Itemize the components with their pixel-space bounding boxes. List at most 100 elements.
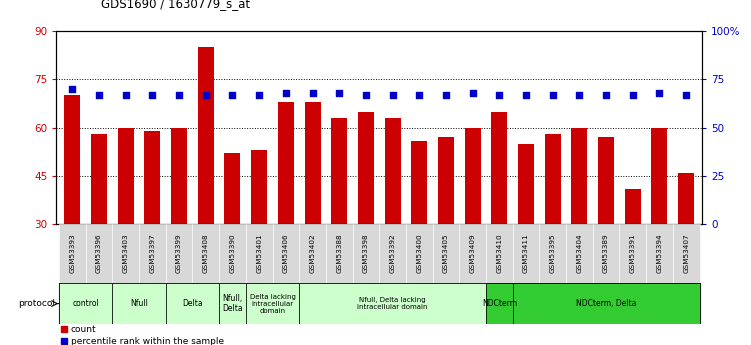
- Text: GSM53388: GSM53388: [336, 234, 342, 273]
- Point: [466, 90, 478, 96]
- Bar: [251, 150, 267, 224]
- Bar: [385, 118, 400, 224]
- Text: GSM53392: GSM53392: [390, 234, 396, 273]
- Text: GSM53393: GSM53393: [69, 234, 75, 273]
- Bar: [299, 224, 326, 283]
- Bar: [59, 283, 113, 324]
- Text: GSM53410: GSM53410: [496, 234, 502, 273]
- Text: protocol: protocol: [18, 299, 55, 308]
- Text: GSM53402: GSM53402: [309, 234, 315, 273]
- Text: GSM53396: GSM53396: [96, 234, 102, 273]
- Bar: [513, 283, 699, 324]
- Text: GSM53399: GSM53399: [176, 234, 182, 273]
- Bar: [198, 47, 214, 224]
- Bar: [544, 134, 561, 224]
- Bar: [59, 224, 86, 283]
- Bar: [460, 224, 486, 283]
- Bar: [486, 224, 513, 283]
- Text: GSM53403: GSM53403: [122, 234, 128, 273]
- Bar: [465, 128, 481, 224]
- Point: [253, 92, 265, 98]
- Text: GSM53395: GSM53395: [550, 234, 556, 273]
- Text: control: control: [72, 299, 99, 308]
- Text: GSM53394: GSM53394: [656, 234, 662, 273]
- Bar: [246, 283, 299, 324]
- Text: GSM53405: GSM53405: [443, 234, 449, 273]
- Point: [93, 92, 105, 98]
- Bar: [219, 224, 246, 283]
- Bar: [139, 224, 166, 283]
- Bar: [299, 283, 486, 324]
- Point: [200, 92, 212, 98]
- Text: Nfull, Delta lacking
intracellular domain: Nfull, Delta lacking intracellular domai…: [357, 297, 428, 310]
- Point: [306, 90, 318, 96]
- Bar: [379, 224, 406, 283]
- Bar: [438, 137, 454, 224]
- Text: NDCterm, Delta: NDCterm, Delta: [576, 299, 636, 308]
- Point: [333, 90, 345, 96]
- Text: GDS1690 / 1630779_s_at: GDS1690 / 1630779_s_at: [101, 0, 251, 10]
- Bar: [113, 224, 139, 283]
- Bar: [352, 224, 379, 283]
- Legend: count, percentile rank within the sample: count, percentile rank within the sample: [61, 325, 224, 345]
- Text: GSM53406: GSM53406: [283, 234, 289, 273]
- Text: GSM53391: GSM53391: [630, 234, 636, 273]
- Text: GSM53400: GSM53400: [416, 234, 422, 273]
- Bar: [113, 283, 166, 324]
- Point: [440, 92, 452, 98]
- Bar: [225, 154, 240, 224]
- Point: [360, 92, 372, 98]
- Point: [387, 92, 399, 98]
- Bar: [539, 224, 566, 283]
- Bar: [491, 111, 508, 224]
- Bar: [118, 128, 134, 224]
- Bar: [486, 283, 513, 324]
- Text: Nfull: Nfull: [130, 299, 148, 308]
- Bar: [273, 224, 299, 283]
- Text: GSM53397: GSM53397: [149, 234, 155, 273]
- Bar: [593, 224, 620, 283]
- Text: GSM53401: GSM53401: [256, 234, 262, 273]
- Bar: [513, 224, 539, 283]
- Point: [493, 92, 505, 98]
- Bar: [166, 224, 192, 283]
- Text: NDCterm: NDCterm: [482, 299, 517, 308]
- Bar: [646, 224, 673, 283]
- Point: [280, 90, 292, 96]
- Bar: [278, 102, 294, 224]
- Text: GSM53409: GSM53409: [469, 234, 475, 273]
- Point: [653, 90, 665, 96]
- Bar: [144, 131, 161, 224]
- Bar: [566, 224, 593, 283]
- Bar: [572, 128, 587, 224]
- Point: [600, 92, 612, 98]
- Point: [627, 92, 639, 98]
- Bar: [304, 102, 321, 224]
- Point: [227, 92, 239, 98]
- Point: [520, 92, 532, 98]
- Bar: [406, 224, 433, 283]
- Bar: [651, 128, 668, 224]
- Bar: [358, 111, 374, 224]
- Bar: [326, 224, 352, 283]
- Bar: [192, 224, 219, 283]
- Bar: [171, 128, 187, 224]
- Text: GSM53398: GSM53398: [363, 234, 369, 273]
- Point: [413, 92, 425, 98]
- Bar: [598, 137, 614, 224]
- Bar: [412, 140, 427, 224]
- Bar: [620, 224, 646, 283]
- Point: [680, 92, 692, 98]
- Text: Delta lacking
intracellular
domain: Delta lacking intracellular domain: [249, 294, 295, 314]
- Point: [173, 92, 185, 98]
- Point: [574, 92, 586, 98]
- Bar: [518, 144, 534, 224]
- Text: GSM53408: GSM53408: [203, 234, 209, 273]
- Bar: [86, 224, 113, 283]
- Text: GSM53390: GSM53390: [230, 234, 236, 273]
- Text: GSM53404: GSM53404: [577, 234, 583, 273]
- Text: Nfull,
Delta: Nfull, Delta: [222, 294, 243, 313]
- Bar: [625, 189, 641, 224]
- Text: GSM53389: GSM53389: [603, 234, 609, 273]
- Bar: [246, 224, 273, 283]
